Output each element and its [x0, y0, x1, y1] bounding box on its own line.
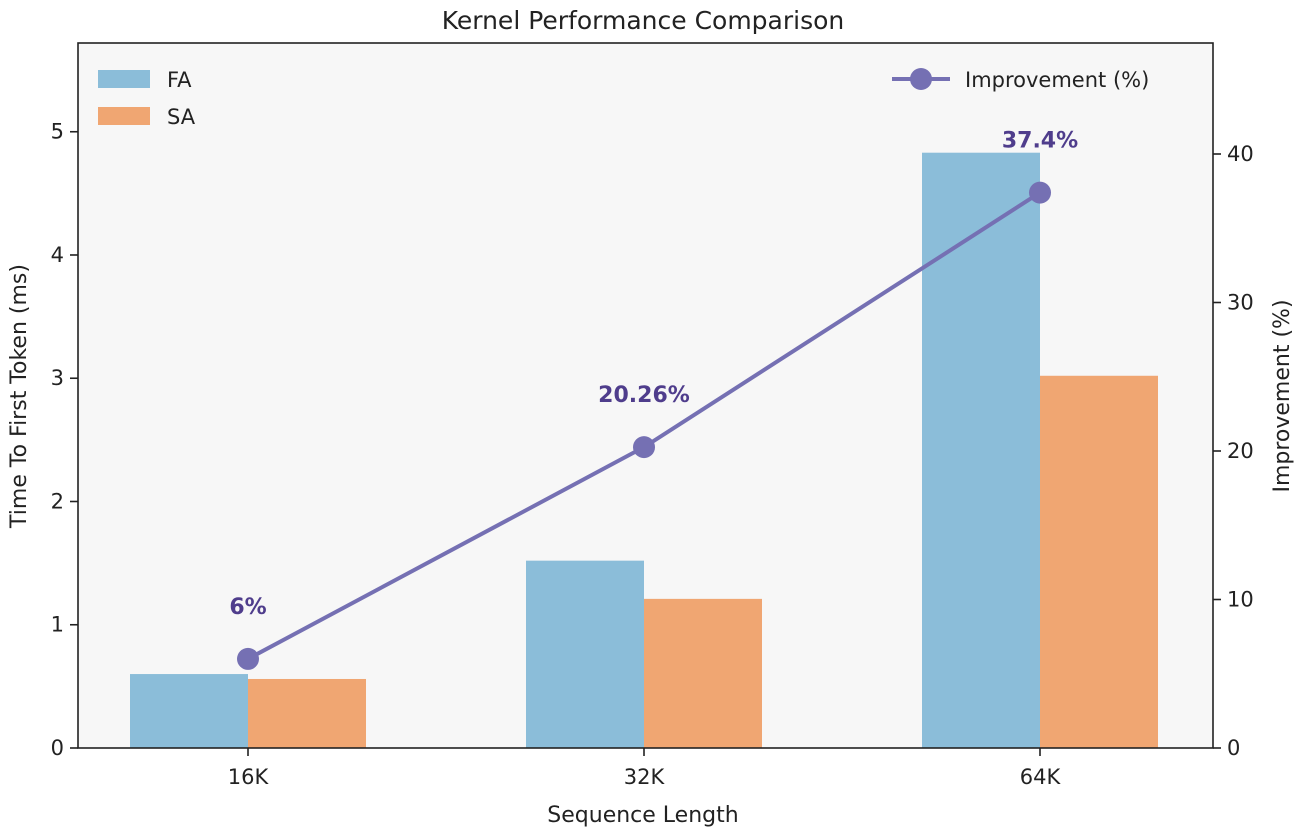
- left-tick-label: 4: [51, 243, 64, 267]
- improvement-point-64K: [1029, 181, 1051, 204]
- bar-fa-16K: [130, 674, 248, 748]
- left-axis-ticks: 0 1 2 3 4 5: [51, 120, 78, 760]
- bar-sa-16K: [248, 678, 366, 748]
- right-tick-label: 40: [1227, 142, 1254, 166]
- improvement-point-16K: [237, 647, 259, 670]
- line-layer: 6% 20.26% 37.4%: [229, 129, 1078, 670]
- bar-fa-64K: [922, 152, 1040, 748]
- left-tick-label: 3: [51, 366, 64, 390]
- left-tick-label: 5: [51, 120, 64, 144]
- x-axis-title: Sequence Length: [547, 803, 738, 828]
- legend-swatch-sa: [98, 107, 150, 125]
- legend-label-sa: SA: [167, 105, 196, 129]
- improvement-label-32K: 20.26%: [598, 383, 690, 408]
- right-tick-label: 0: [1227, 736, 1240, 760]
- x-axis-ticks: 16K 32K 64K: [228, 748, 1062, 789]
- bar-sa-64K: [1040, 375, 1158, 748]
- left-tick-label: 1: [51, 613, 64, 637]
- plot-frame: [77, 42, 1214, 749]
- legend-label-improvement: Improvement (%): [965, 68, 1149, 92]
- left-tick-label: 2: [51, 489, 64, 513]
- legend-line-marker: [910, 68, 932, 90]
- bar-sa-32K: [644, 598, 762, 748]
- right-tick-label: 10: [1227, 588, 1254, 612]
- legend-swatch-fa: [98, 70, 150, 88]
- bar-fa-32K: [526, 560, 644, 748]
- legend-line: Improvement (%): [892, 68, 1149, 92]
- left-tick-label: 0: [51, 736, 64, 760]
- legend-label-fa: FA: [167, 68, 192, 92]
- bars-layer: [130, 152, 1158, 748]
- y2-axis-title: Improvement (%): [1270, 299, 1295, 492]
- legend-bars: FA SA: [98, 68, 196, 129]
- improvement-point-32K: [633, 436, 655, 459]
- right-tick-label: 30: [1227, 291, 1254, 315]
- x-tick-label-64K: 64K: [1020, 765, 1062, 789]
- chart-title: Kernel Performance Comparison: [442, 6, 845, 35]
- right-tick-label: 20: [1227, 439, 1254, 463]
- improvement-label-16K: 6%: [229, 595, 266, 620]
- y-axis-title: Time To First Token (ms): [7, 264, 32, 529]
- x-tick-label-16K: 16K: [228, 765, 270, 789]
- right-axis-ticks: 0 10 20 30 40: [1213, 142, 1254, 760]
- x-tick-label-32K: 32K: [624, 765, 666, 789]
- improvement-label-64K: 37.4%: [1002, 129, 1078, 154]
